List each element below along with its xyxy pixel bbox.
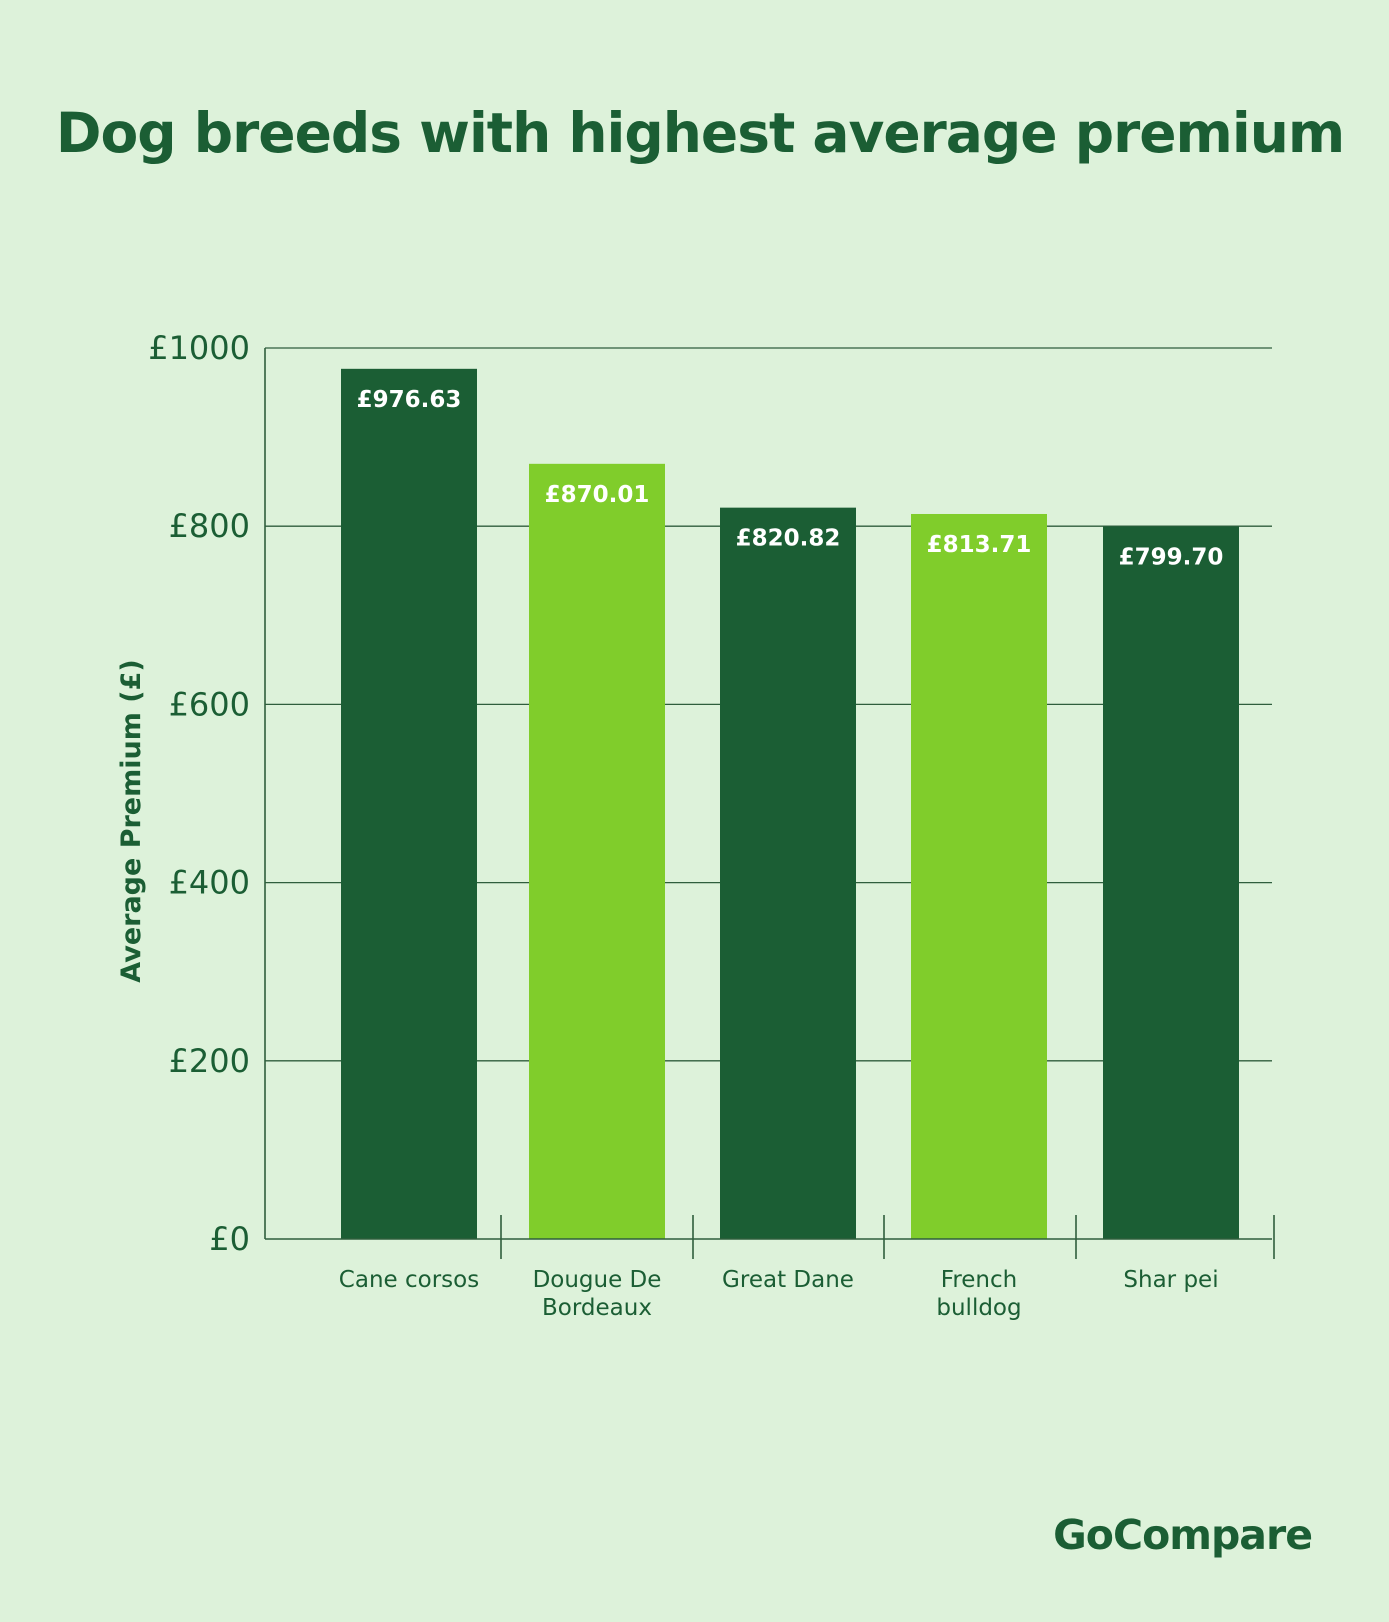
brand-logo: GoCompare xyxy=(1053,1511,1312,1559)
chart-title: Dog breeds with highest average premium xyxy=(56,101,1344,165)
x-tick-label: Dougue De Bordeaux xyxy=(533,1267,662,1321)
y-axis-ticks: £0 £200 £400 £600 £800 £1000 xyxy=(148,329,250,1258)
data-label: £820.82 xyxy=(736,526,841,552)
data-label: £813.71 xyxy=(927,532,1032,558)
data-label: £870.01 xyxy=(545,482,650,508)
bar xyxy=(529,463,665,1240)
x-tick-label: Great Dane xyxy=(722,1267,854,1293)
y-axis-label: Average Premium (£) xyxy=(116,659,147,982)
bar xyxy=(720,507,856,1239)
value-labels: £976.63 £870.01 £820.82 £813.71 £799.70 xyxy=(357,387,1224,571)
x-tick-label: French bulldog xyxy=(936,1267,1021,1321)
axes xyxy=(264,348,1275,1259)
y-tick-label: £800 xyxy=(169,507,250,545)
y-tick-label: £200 xyxy=(169,1042,250,1080)
x-axis-categories: Cane corsos Dougue De Bordeaux Great Dane Fr… xyxy=(339,1267,1219,1321)
bar xyxy=(341,368,477,1240)
x-tick-label: Cane corsos xyxy=(339,1267,479,1293)
bars xyxy=(341,368,1239,1240)
y-tick-label: £0 xyxy=(209,1220,250,1258)
bar xyxy=(1103,526,1239,1239)
bar xyxy=(911,513,1047,1239)
y-tick-label: £400 xyxy=(169,864,250,902)
x-tick-label: Shar pei xyxy=(1123,1267,1218,1293)
y-tick-label: £600 xyxy=(169,685,250,723)
y-tick-label: £1000 xyxy=(148,329,250,367)
data-label: £799.70 xyxy=(1119,544,1224,570)
data-label: £976.63 xyxy=(357,387,462,413)
